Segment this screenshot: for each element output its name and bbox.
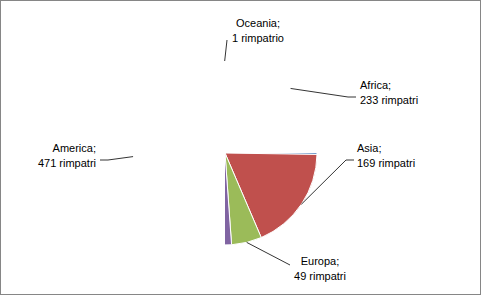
- data-label-line: 1 rimpatrio: [232, 32, 284, 44]
- data-label-line: Oceania;: [236, 17, 280, 29]
- data-label-line: Asia;: [357, 142, 381, 154]
- pie: [225, 153, 317, 245]
- data-label-line: Europa;: [301, 255, 340, 267]
- data-label-line: 169 rimpatri: [357, 157, 415, 169]
- data-label: America; 471 rimpatri: [38, 142, 96, 169]
- leader-line: [301, 160, 354, 204]
- leader-line: [225, 40, 227, 61]
- data-labels: Africa; 233 rimpatri Asia; 169 rimpatri Euro…: [38, 17, 418, 282]
- chart-frame: [1, 1, 481, 295]
- data-label-line: America;: [53, 142, 96, 154]
- data-label: Europa; 49 rimpatri: [294, 255, 346, 282]
- data-label: Africa; 233 rimpatri: [360, 79, 418, 106]
- data-label: Oceania; 1 rimpatrio: [232, 17, 284, 44]
- leader-line: [100, 157, 133, 160]
- chart: Africa; 233 rimpatri Asia; 169 rimpatri Euro…: [0, 0, 481, 295]
- leader-line: [247, 242, 290, 265]
- data-label-line: 471 rimpatri: [38, 157, 96, 169]
- data-label-line: Africa;: [360, 79, 391, 91]
- data-label: Asia; 169 rimpatri: [357, 142, 415, 169]
- leader-line: [291, 88, 356, 97]
- pie-slice: [225, 153, 232, 245]
- data-label-line: 233 rimpatri: [360, 94, 418, 106]
- data-label-line: 49 rimpatri: [294, 270, 346, 282]
